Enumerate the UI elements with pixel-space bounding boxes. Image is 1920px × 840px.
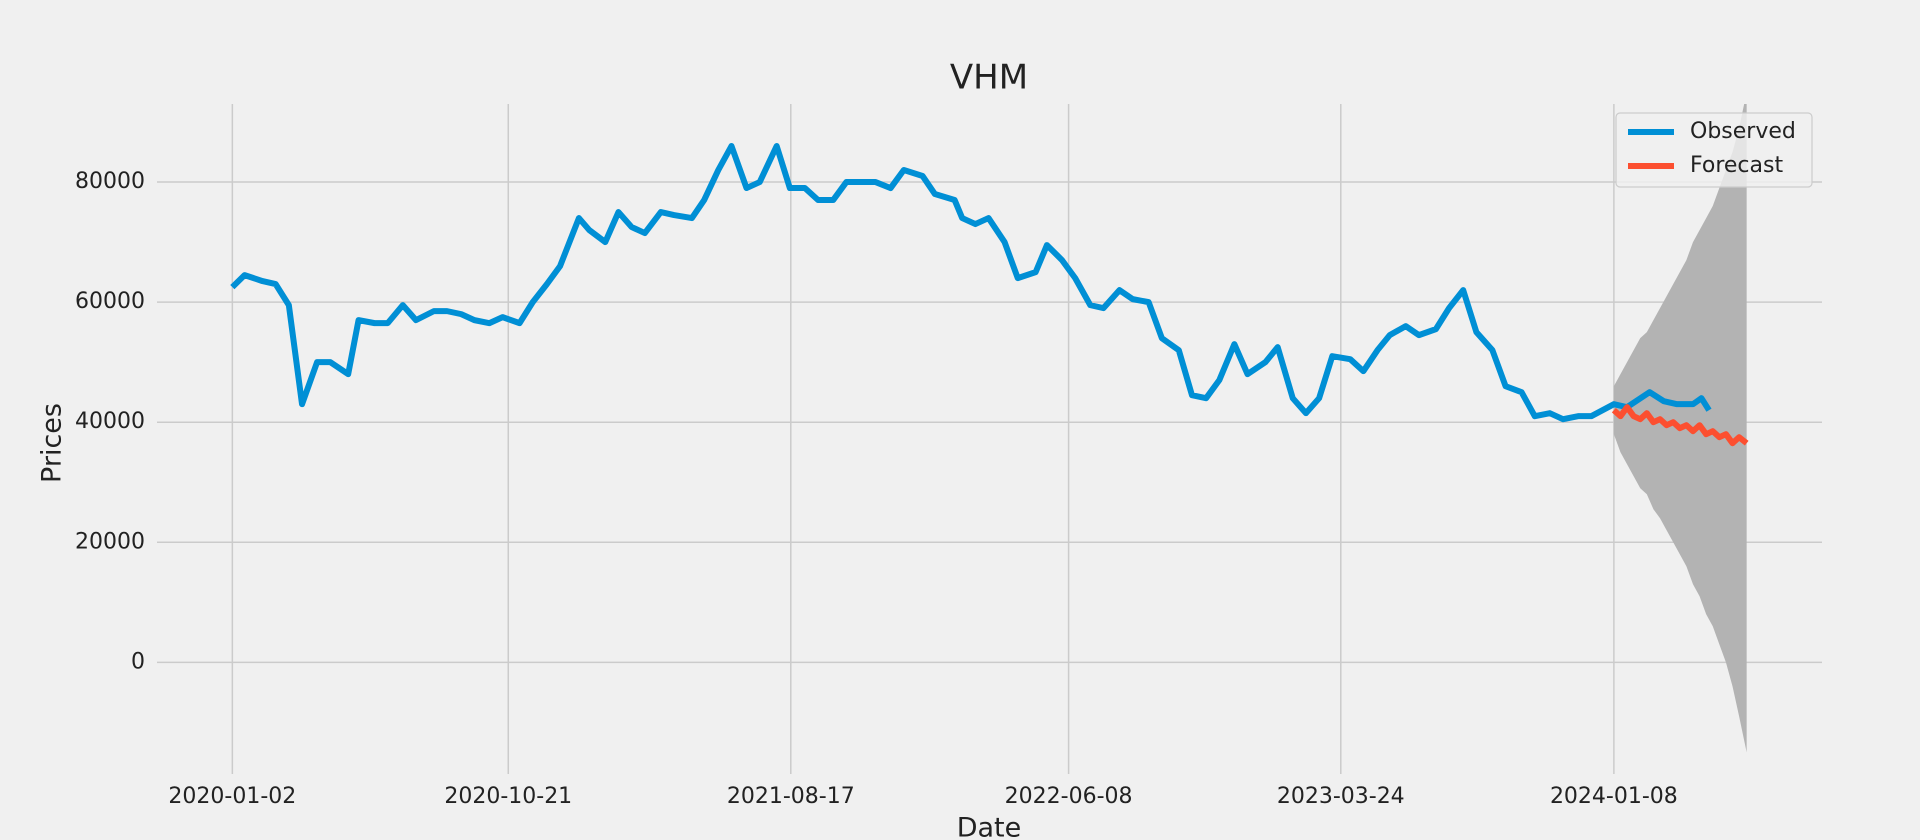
series-line [1611,404,1749,447]
chart-title: VHM [950,58,1028,98]
series-line [230,143,1712,423]
y-tick-label: 0 [131,649,145,674]
y-tick-label: 80000 [75,169,145,194]
y-tick-label: 60000 [75,289,145,314]
x-tick-label: 2021-08-17 [727,784,855,809]
plot-area [230,104,1749,753]
x-tick-label: 2020-10-21 [444,784,572,809]
y-tick-label: 20000 [75,529,145,554]
x-tick-label: 2024-01-08 [1550,784,1678,809]
grid [157,104,1822,774]
y-axis-label: Prices [37,403,68,483]
x-tick-label: 2023-03-24 [1277,784,1405,809]
x-tick-label: 2020-01-02 [168,784,296,809]
x-tick-label: 2022-06-08 [1005,784,1133,809]
confidence-band [1613,104,1747,753]
legend-label: Forecast [1690,153,1783,178]
legend: Observed Forecast [1615,112,1813,188]
legend-label: Observed [1690,119,1796,144]
x-axis-label: Date [957,813,1022,840]
y-tick-label: 40000 [75,409,145,434]
